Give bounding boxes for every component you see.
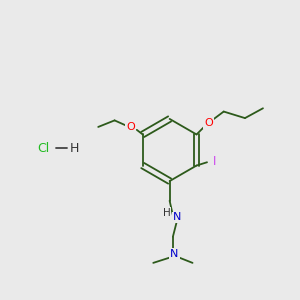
Text: H: H [163,208,171,218]
Text: O: O [126,122,135,132]
Text: H: H [70,142,80,155]
Text: Cl: Cl [38,142,50,155]
Text: O: O [204,118,213,128]
Text: N: N [170,249,179,259]
Text: I: I [213,155,216,168]
Text: N: N [172,212,181,222]
